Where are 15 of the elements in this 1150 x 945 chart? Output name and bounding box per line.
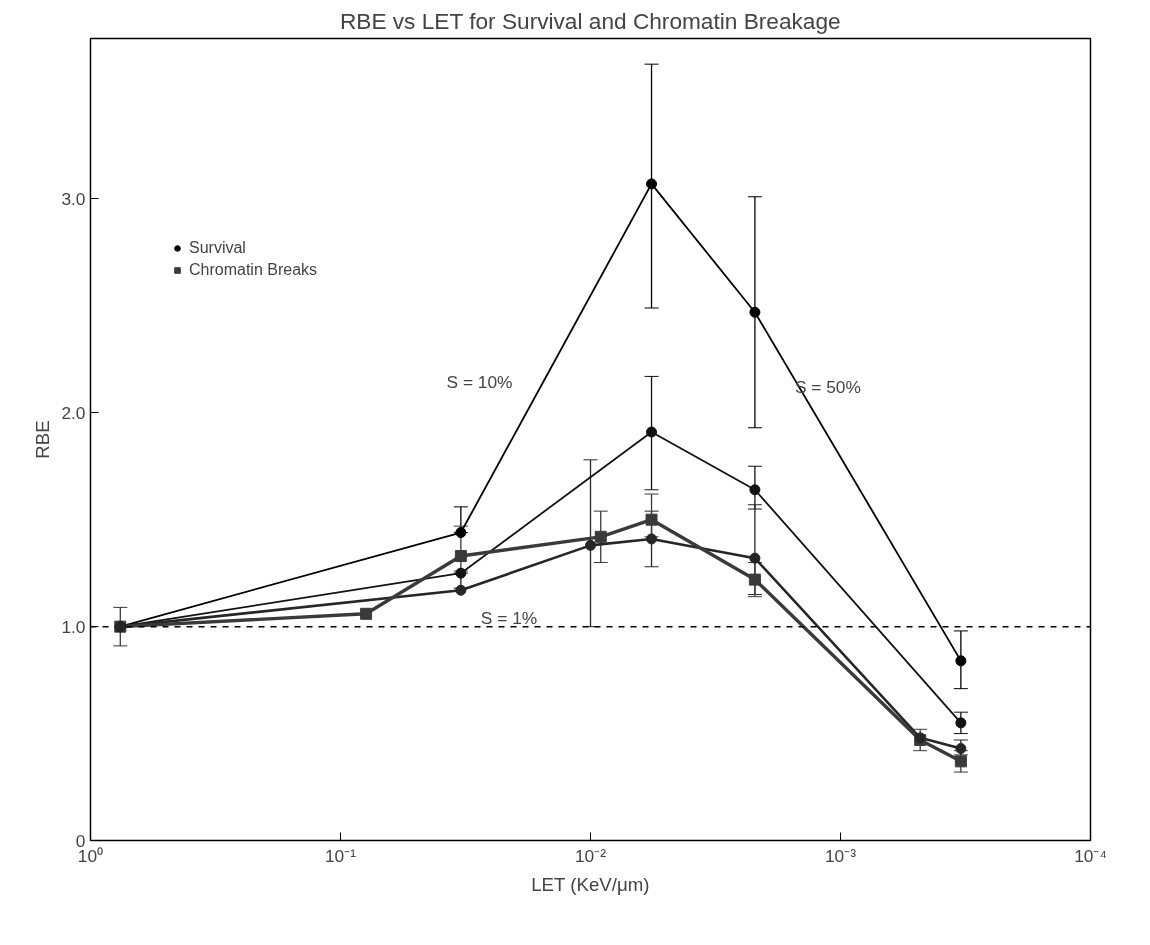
y-tick-label: 3.0	[61, 188, 86, 209]
annotation: S = 1%	[480, 608, 538, 629]
annotation: S = 10%	[446, 372, 513, 393]
x-tick-label: 10⁻¹	[324, 845, 357, 866]
x-tick-label: 10⁻³	[824, 845, 857, 866]
x-tick-label: 10⁻²	[574, 845, 607, 866]
y-tick-label: 1.0	[61, 616, 86, 637]
y-tick-label: 0	[75, 830, 86, 851]
x-tick-label: 10⁻⁴	[1074, 845, 1107, 866]
y-tick-label: 2.0	[61, 402, 86, 423]
chart-title: RBE vs LET for Survival and Chromatin Breakage	[339, 7, 841, 34]
legend-label: Survival	[189, 239, 246, 257]
legend-label: Chromatin Breaks	[189, 261, 318, 279]
x-axis-title: LET (KeV/μm)	[531, 873, 650, 895]
y-axis-title: RBE	[32, 420, 54, 459]
